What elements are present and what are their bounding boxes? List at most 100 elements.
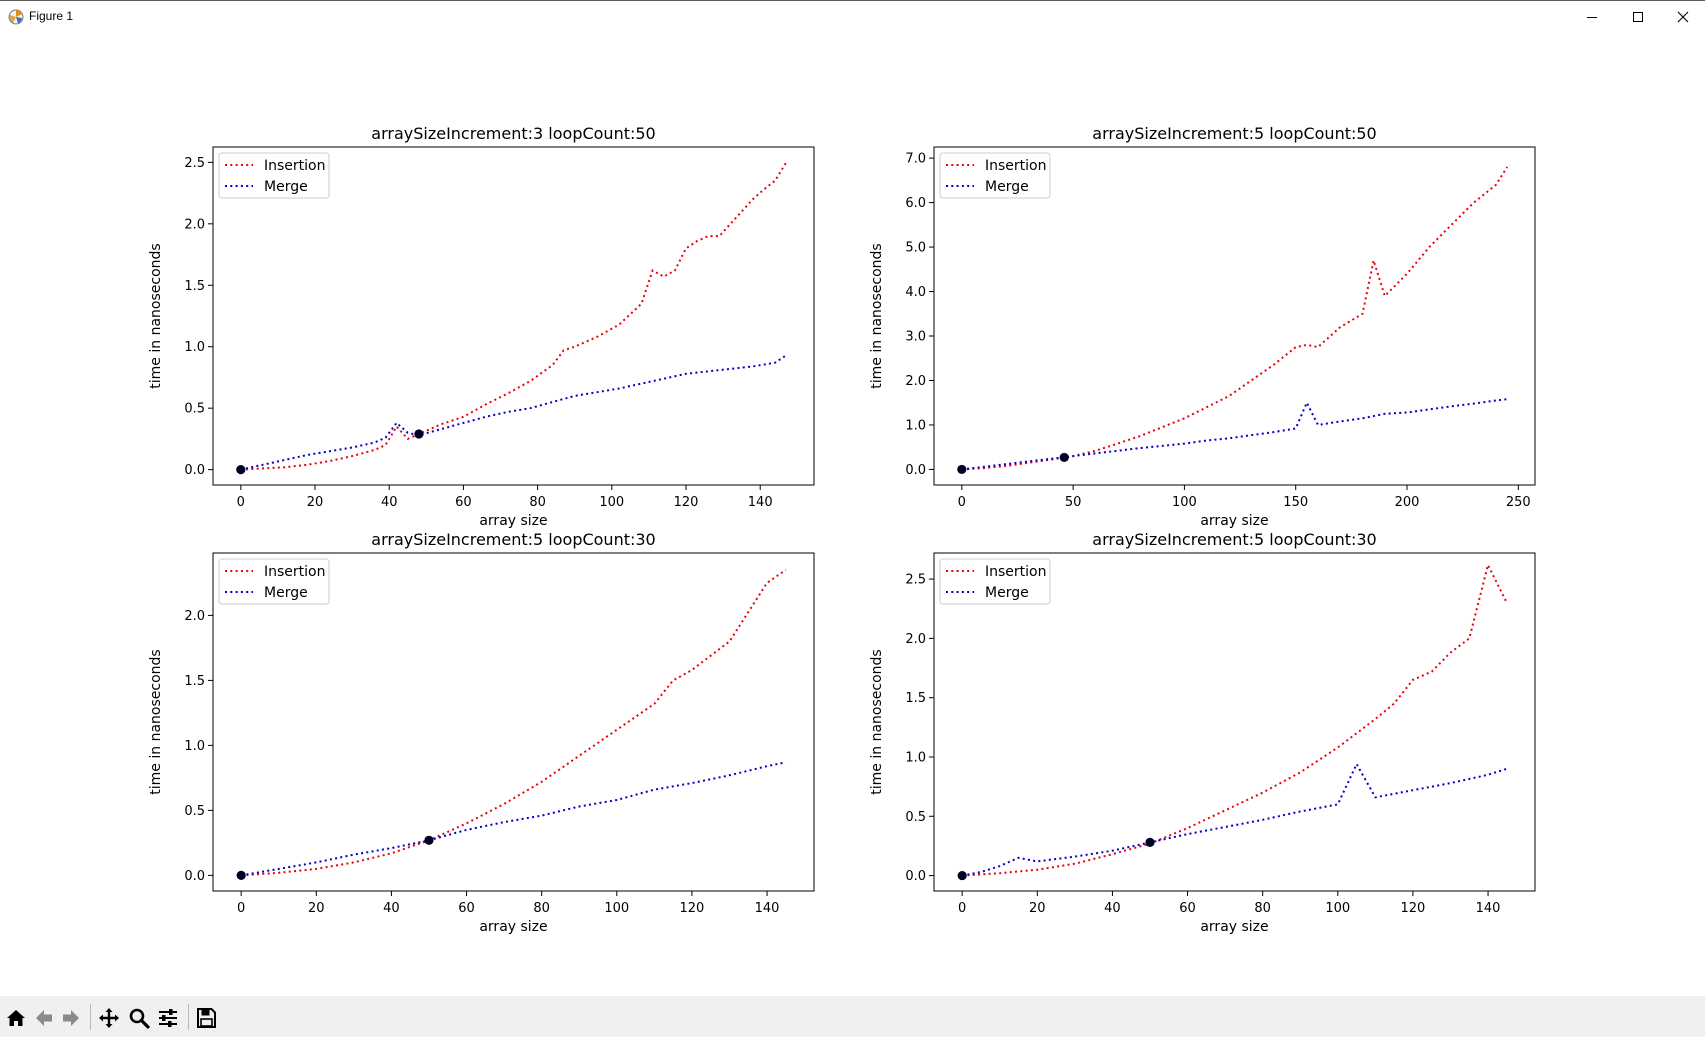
y-tick-label: 0.0 (184, 869, 205, 884)
axes-frame (933, 552, 1536, 892)
y-tick-label: 2.0 (184, 217, 205, 232)
y-tick-label: 0.5 (184, 804, 205, 819)
configure-subplots-button[interactable] (155, 1005, 181, 1031)
series-line-insertion (241, 569, 787, 877)
crossover-point (236, 465, 246, 475)
legend-label: Merge (264, 179, 308, 195)
forward-arrow-icon (63, 1010, 79, 1026)
legend-label: Merge (985, 179, 1029, 195)
x-tick-label: 100 (599, 495, 624, 510)
x-tick-label: 120 (674, 495, 699, 510)
legend: Insertion Merge (218, 558, 330, 605)
sliders-icon (159, 1009, 177, 1027)
floppy-disk-icon (197, 1008, 216, 1028)
forward-button[interactable] (58, 1005, 84, 1031)
y-axis-label: time in nanoseconds (869, 649, 885, 794)
y-tick-label: 0.0 (184, 463, 205, 478)
back-button[interactable] (31, 1005, 57, 1031)
series-group (957, 166, 1509, 475)
x-tick-label: 120 (1401, 901, 1426, 916)
x-tick-label: 0 (958, 901, 966, 916)
legend-label: Insertion (264, 158, 325, 174)
chart-title: arraySizeIncrement:5 loopCount:50 (1092, 124, 1376, 143)
close-button[interactable] (1660, 1, 1705, 32)
x-tick-label: 140 (755, 901, 780, 916)
y-axis-label: time in nanoseconds (869, 243, 885, 388)
x-tick-label: 60 (455, 495, 472, 510)
home-button[interactable] (3, 1005, 29, 1031)
series-line-insertion (962, 562, 1508, 877)
crossover-point (424, 835, 434, 845)
series-line-merge (961, 398, 1508, 471)
plot-area (213, 147, 814, 485)
window-titlebar: Figure 1 (0, 0, 1705, 32)
toolbar-separator (90, 1004, 91, 1030)
series-line-merge (241, 761, 787, 877)
subplot-2: arraySizeIncrement:5 loopCount:50 0 50 100 1… (869, 124, 1536, 529)
series-line-insertion (240, 161, 788, 471)
x-tick-label: 100 (1172, 495, 1197, 510)
axes-frame (212, 552, 815, 892)
series-line-merge (240, 354, 787, 471)
zoom-button[interactable] (126, 1005, 152, 1031)
crossover-point (1145, 837, 1155, 847)
legend-label: Merge (264, 585, 308, 601)
navigation-toolbar (0, 996, 1705, 1037)
close-icon (1677, 11, 1689, 22)
home-icon (7, 1010, 25, 1026)
x-tick-label: 40 (1104, 901, 1121, 916)
maximize-button[interactable] (1615, 1, 1661, 32)
series-group (957, 562, 1508, 881)
x-tick-label: 60 (1179, 901, 1196, 916)
x-tick-label: 140 (748, 495, 773, 510)
x-tick-label: 150 (1283, 495, 1308, 510)
y-tick-label: 1.5 (905, 691, 926, 706)
x-tick-label: 20 (1029, 901, 1046, 916)
toolbar-separator (188, 1004, 189, 1030)
crossover-point (957, 870, 967, 881)
save-button[interactable] (193, 1005, 219, 1031)
x-tick-label: 0 (958, 495, 966, 510)
x-tick-label: 100 (1325, 901, 1350, 916)
plot-area (934, 147, 1535, 485)
subplot-1: arraySizeIncrement:3 loopCount:50 0 20 40 60… (148, 124, 815, 529)
x-tick-label: 100 (604, 901, 629, 916)
legend-label: Merge (985, 585, 1029, 601)
x-tick-label: 50 (1065, 495, 1082, 510)
chart-title: arraySizeIncrement:5 loopCount:30 (1092, 530, 1376, 549)
series-group (236, 569, 787, 881)
legend: Insertion Merge (939, 152, 1051, 199)
series-group (236, 161, 788, 475)
y-tick-label: 2.0 (184, 609, 205, 624)
legend-label: Insertion (264, 564, 325, 580)
x-tick-label: 20 (307, 495, 324, 510)
chart-title: arraySizeIncrement:3 loopCount:50 (371, 124, 655, 143)
legend: Insertion Merge (218, 152, 330, 199)
y-tick-label: 7.0 (905, 152, 926, 167)
x-axis-label: array size (1200, 919, 1268, 935)
y-tick-label: 2.0 (905, 632, 926, 647)
y-tick-label: 3.0 (905, 330, 926, 345)
y-tick-label: 1.5 (184, 674, 205, 689)
y-tick-label: 0.0 (905, 463, 926, 478)
x-axis-label: array size (479, 919, 547, 935)
x-axis-label: array size (479, 513, 547, 529)
y-tick-label: 2.5 (905, 573, 926, 588)
x-tick-label: 140 (1476, 901, 1501, 916)
axes-frame (212, 146, 815, 486)
window-title: Figure 1 (29, 9, 74, 23)
pan-button[interactable] (96, 1005, 122, 1031)
x-tick-label: 80 (533, 901, 550, 916)
y-axis-label: time in nanoseconds (148, 243, 164, 388)
back-arrow-icon (36, 1010, 52, 1026)
plot-area (213, 553, 814, 891)
legend: Insertion Merge (939, 558, 1051, 605)
crossover-point (1059, 452, 1069, 463)
minimize-button[interactable] (1569, 1, 1615, 32)
x-tick-label: 80 (529, 495, 546, 510)
y-tick-label: 1.5 (184, 279, 205, 294)
x-tick-label: 120 (680, 901, 705, 916)
legend-label: Insertion (985, 158, 1046, 174)
y-tick-label: 0.0 (905, 869, 926, 884)
chart-title: arraySizeIncrement:5 loopCount:30 (371, 530, 655, 549)
